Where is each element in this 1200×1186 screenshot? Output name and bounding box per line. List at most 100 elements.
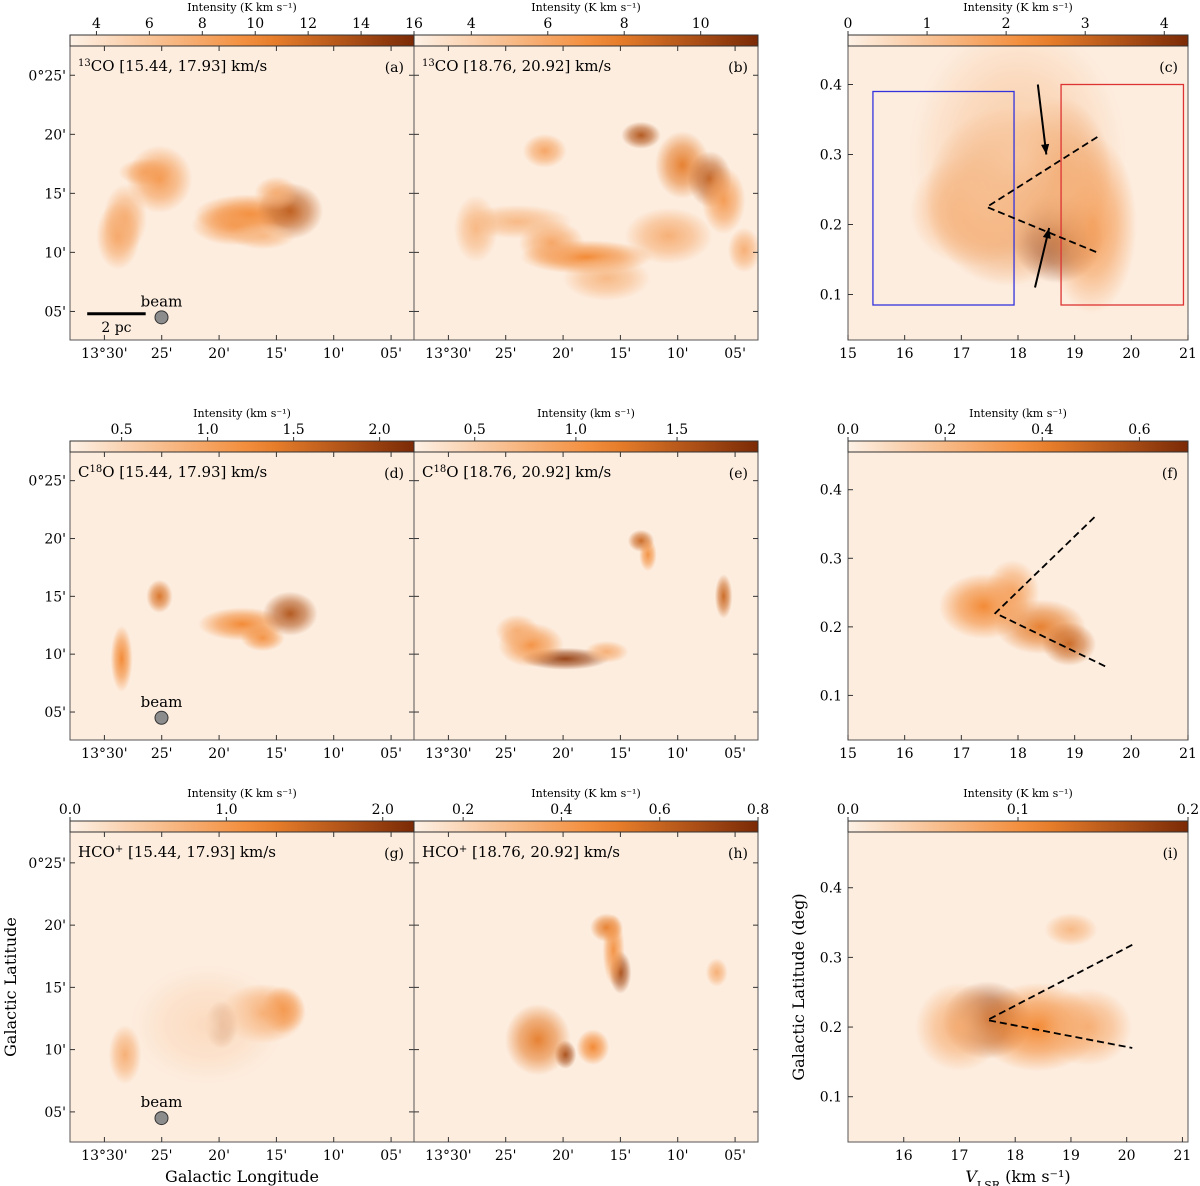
scale-bar-label: 2 pc [101, 320, 131, 336]
y-tick-label: 0.3 [820, 950, 842, 966]
x-tick-label: 13°30' [81, 1148, 127, 1164]
panel-label: (a) [385, 60, 404, 76]
x-tick-label: 10' [323, 746, 345, 762]
colorbar-title: Intensity (km s⁻¹) [537, 407, 635, 420]
emission-blob [562, 255, 651, 302]
panel-g: 0.0 1.0 2.0 Intensity (K km s⁻¹) (g) HCO+ [15… [1, 787, 415, 1186]
panel-title: HCO+ [15.44, 17.93] km/s [78, 843, 276, 861]
emission-blob [602, 914, 625, 986]
x-tick-label: 21 [1179, 346, 1197, 362]
emission-blob [504, 1003, 571, 1076]
colorbar-frame [413, 440, 759, 453]
y-tick-label: 0.1 [820, 288, 842, 304]
y-tick-label: 0.4 [820, 881, 842, 897]
x-tick-label: 21 [1179, 746, 1197, 762]
colorbar-title: Intensity (K km s⁻¹) [963, 787, 1073, 800]
y-tick-label: 20' [44, 127, 66, 143]
colorbar-tick-label: 16 [405, 16, 423, 32]
y-tick-label: 15' [44, 186, 66, 202]
y-tick-label: 0.1 [820, 1090, 842, 1106]
colorbar-tick-label: 4 [467, 16, 476, 32]
x-tick-label: 17 [952, 746, 970, 762]
emission-blob [705, 958, 728, 987]
panel-label: (h) [728, 846, 748, 862]
x-tick-label: 25' [151, 746, 173, 762]
panel-title: C18O [18.76, 20.92] km/s [422, 463, 611, 481]
x-tick-label: 25' [495, 346, 517, 362]
x-tick-label: 13°30' [425, 746, 471, 762]
x-tick-label: 18 [1009, 746, 1027, 762]
colorbar-tick-label: 0.2 [1177, 802, 1199, 818]
beam-circle [154, 1111, 169, 1126]
colorbar-tick-label: 8 [198, 16, 207, 32]
emission-blob [522, 133, 567, 168]
colorbar-title: Intensity (km s⁻¹) [193, 407, 291, 420]
x-tick-label: 20' [208, 346, 230, 362]
colorbar-gradient [70, 441, 414, 452]
emission-blob [146, 579, 173, 614]
panel-label: (f) [1162, 466, 1178, 482]
y-tick-label: 0.1 [820, 688, 842, 704]
x-tick-label: 15' [266, 746, 288, 762]
y-axis-label: Galactic Latitude [1, 917, 20, 1057]
y-tick-label: 0.2 [820, 1020, 842, 1036]
x-tick-label: 10' [323, 1148, 345, 1164]
colorbar-tick-label: 2.0 [372, 802, 394, 818]
x-tick-label: 05' [724, 346, 746, 362]
x-tick-label: 15' [266, 1148, 288, 1164]
x-tick-label: 18 [1006, 1148, 1024, 1164]
y-axis-label: Galactic Latitude (deg) [789, 893, 808, 1080]
x-tick-label: 16 [896, 346, 914, 362]
colorbar-tick-label: 0.2 [934, 422, 956, 438]
y-tick-label: 05' [44, 304, 66, 320]
colorbar-tick-label: 12 [299, 16, 317, 32]
colorbar-tick-label: 4 [1160, 16, 1169, 32]
x-tick-label: 20' [208, 1148, 230, 1164]
panel-f: 0.0 0.2 0.4 0.6 Intensity (km s⁻¹) (f) 15 16 17 1… [820, 407, 1197, 762]
x-tick-label: 05' [724, 1148, 746, 1164]
panel-background [414, 832, 758, 1142]
colorbar-title: Intensity (K km s⁻¹) [531, 787, 641, 800]
colorbar: 4 6 8 10 Intensity (K km s⁻¹) [413, 1, 759, 47]
x-tick-label: 05' [380, 346, 402, 362]
colorbar-tick-label: 1.5 [282, 422, 304, 438]
emission-blob [1043, 988, 1133, 1067]
emission-layer [914, 912, 1133, 1072]
y-tick-label: 0°25' [28, 474, 66, 490]
colorbar-title: Intensity (km s⁻¹) [969, 407, 1067, 420]
colorbar: 0.0 0.2 0.4 0.6 Intensity (km s⁻¹) [837, 407, 1189, 453]
colorbar: 4 6 8 10 12 14 16 Intensity (K km s⁻¹) [69, 1, 423, 47]
velocity-range-box [1060, 83, 1185, 306]
panel-e: 0.5 1.0 1.5 Intensity (km s⁻¹) (e) C18O [18.7… [413, 407, 759, 762]
x-tick-label: 15' [266, 346, 288, 362]
emission-blob [727, 227, 758, 273]
x-tick-label: 17 [951, 1148, 969, 1164]
panel-d: 0.5 1.0 1.5 2.0 Intensity (km s⁻¹) (d) C18O [1… [28, 407, 415, 762]
panel-h: 0.2 0.4 0.6 0.8 Intensity (K km s⁻¹) (h) HCO+ … [413, 787, 769, 1164]
panel-title: HCO+ [18.76, 20.92] km/s [422, 843, 620, 861]
colorbar-tick-label: 1.5 [666, 422, 688, 438]
colorbar-frame [847, 34, 1189, 47]
x-tick-label: 05' [380, 1148, 402, 1164]
emission-layer [108, 964, 307, 1085]
colorbar-gradient [848, 35, 1188, 46]
x-tick-label: 15' [610, 746, 632, 762]
x-tick-label: 21 [1174, 1148, 1192, 1164]
x-tick-label: 25' [495, 1148, 517, 1164]
panel-a: 4 6 8 10 12 14 16 Intensity (K km s⁻¹) (a) 13CO [… [28, 1, 423, 362]
y-tick-label: 0.3 [820, 148, 842, 164]
colorbar-title: Intensity (K km s⁻¹) [531, 1, 641, 14]
y-tick-label: 0.2 [820, 620, 842, 636]
colorbar-tick-label: 1.0 [565, 422, 587, 438]
x-tick-label: 20' [552, 346, 574, 362]
y-tick-label: 0.4 [820, 483, 842, 499]
x-tick-label: 20' [552, 1148, 574, 1164]
colorbar-tick-label: 8 [620, 16, 629, 32]
colorbar-gradient [414, 35, 758, 46]
x-tick-label: 17 [952, 346, 970, 362]
colorbar-gradient [70, 35, 414, 46]
colorbar-gradient [848, 441, 1188, 452]
colorbar-tick-label: 1.0 [215, 802, 237, 818]
colorbar-tick-label: 10 [692, 16, 710, 32]
x-tick-label: 05' [380, 746, 402, 762]
